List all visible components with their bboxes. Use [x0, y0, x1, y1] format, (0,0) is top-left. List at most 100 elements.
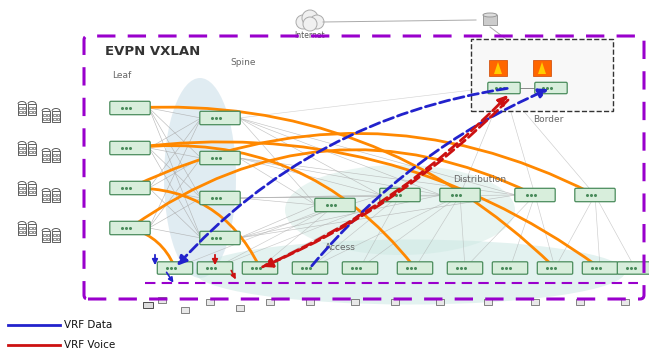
Bar [29, 107, 32, 109]
Bar [29, 186, 32, 189]
Bar [32, 190, 35, 193]
FancyBboxPatch shape [200, 111, 240, 125]
Bar [19, 186, 21, 189]
Bar [53, 198, 56, 200]
FancyBboxPatch shape [537, 262, 572, 274]
Bar [28, 224, 36, 235]
Bar [29, 190, 32, 193]
FancyBboxPatch shape [200, 191, 240, 205]
Bar [47, 234, 49, 236]
FancyBboxPatch shape [617, 262, 649, 274]
FancyBboxPatch shape [315, 198, 355, 212]
Bar [56, 198, 59, 200]
Bar [56, 234, 59, 236]
Bar [19, 226, 21, 229]
Bar [19, 107, 21, 109]
FancyBboxPatch shape [440, 188, 480, 202]
Text: Access: Access [324, 243, 356, 252]
Bar [484, 299, 492, 305]
Bar [23, 230, 25, 233]
Bar [29, 147, 32, 149]
Bar [23, 150, 25, 153]
Bar [489, 60, 507, 76]
Bar [23, 111, 25, 113]
Bar [19, 230, 21, 233]
Polygon shape [538, 62, 546, 74]
Text: Leaf: Leaf [112, 71, 131, 80]
FancyBboxPatch shape [493, 262, 528, 274]
Bar [53, 153, 56, 156]
FancyBboxPatch shape [535, 82, 567, 94]
Circle shape [296, 15, 310, 29]
Bar [29, 226, 32, 229]
Bar [53, 234, 56, 236]
FancyBboxPatch shape [575, 188, 615, 202]
Bar [42, 151, 50, 162]
Bar [32, 111, 35, 113]
Bar [52, 151, 60, 162]
Text: EVPN VXLAN: EVPN VXLAN [105, 45, 201, 58]
FancyBboxPatch shape [582, 262, 618, 274]
FancyBboxPatch shape [515, 188, 555, 202]
Bar [29, 230, 32, 233]
Circle shape [310, 15, 324, 29]
Bar [19, 150, 21, 153]
Bar [32, 150, 35, 153]
Bar [236, 305, 244, 311]
Bar [47, 238, 49, 240]
Bar [43, 113, 45, 116]
Circle shape [302, 10, 318, 26]
Bar [28, 144, 36, 155]
Ellipse shape [285, 165, 515, 255]
Bar [42, 231, 50, 242]
Bar [42, 191, 50, 202]
Bar [32, 226, 35, 229]
Bar [47, 158, 49, 160]
Bar [19, 190, 21, 193]
FancyBboxPatch shape [242, 262, 278, 274]
Ellipse shape [483, 13, 497, 17]
FancyBboxPatch shape [110, 141, 150, 155]
Bar [306, 299, 314, 305]
Bar [266, 299, 274, 305]
Ellipse shape [164, 78, 236, 278]
Bar [18, 144, 26, 155]
Bar [43, 117, 45, 120]
Bar [56, 113, 59, 116]
Bar [56, 117, 59, 120]
Text: VRF Data: VRF Data [64, 320, 112, 330]
Bar [531, 299, 539, 305]
Bar [28, 184, 36, 195]
FancyBboxPatch shape [292, 262, 328, 274]
Bar [56, 238, 59, 240]
Bar [43, 158, 45, 160]
FancyBboxPatch shape [380, 188, 420, 202]
Bar [53, 158, 56, 160]
Bar [52, 191, 60, 202]
FancyBboxPatch shape [200, 151, 240, 165]
Bar [32, 186, 35, 189]
Bar [53, 117, 56, 120]
Text: Distribution: Distribution [454, 175, 507, 184]
Bar [158, 297, 166, 303]
FancyBboxPatch shape [110, 101, 150, 115]
Bar [351, 299, 359, 305]
FancyBboxPatch shape [197, 262, 233, 274]
Bar [43, 198, 45, 200]
Text: Spine: Spine [230, 58, 256, 67]
Bar [47, 194, 49, 196]
Bar [18, 104, 26, 115]
Circle shape [303, 17, 317, 31]
Bar [52, 111, 60, 122]
Bar [32, 107, 35, 109]
Polygon shape [494, 62, 502, 74]
Text: VRF Voice: VRF Voice [64, 340, 116, 350]
Bar [47, 117, 49, 120]
Bar [23, 186, 25, 189]
Bar [43, 238, 45, 240]
Text: Border: Border [533, 115, 563, 124]
Ellipse shape [195, 239, 625, 305]
Text: Internet: Internet [295, 31, 325, 40]
Bar [19, 147, 21, 149]
FancyBboxPatch shape [200, 231, 240, 245]
